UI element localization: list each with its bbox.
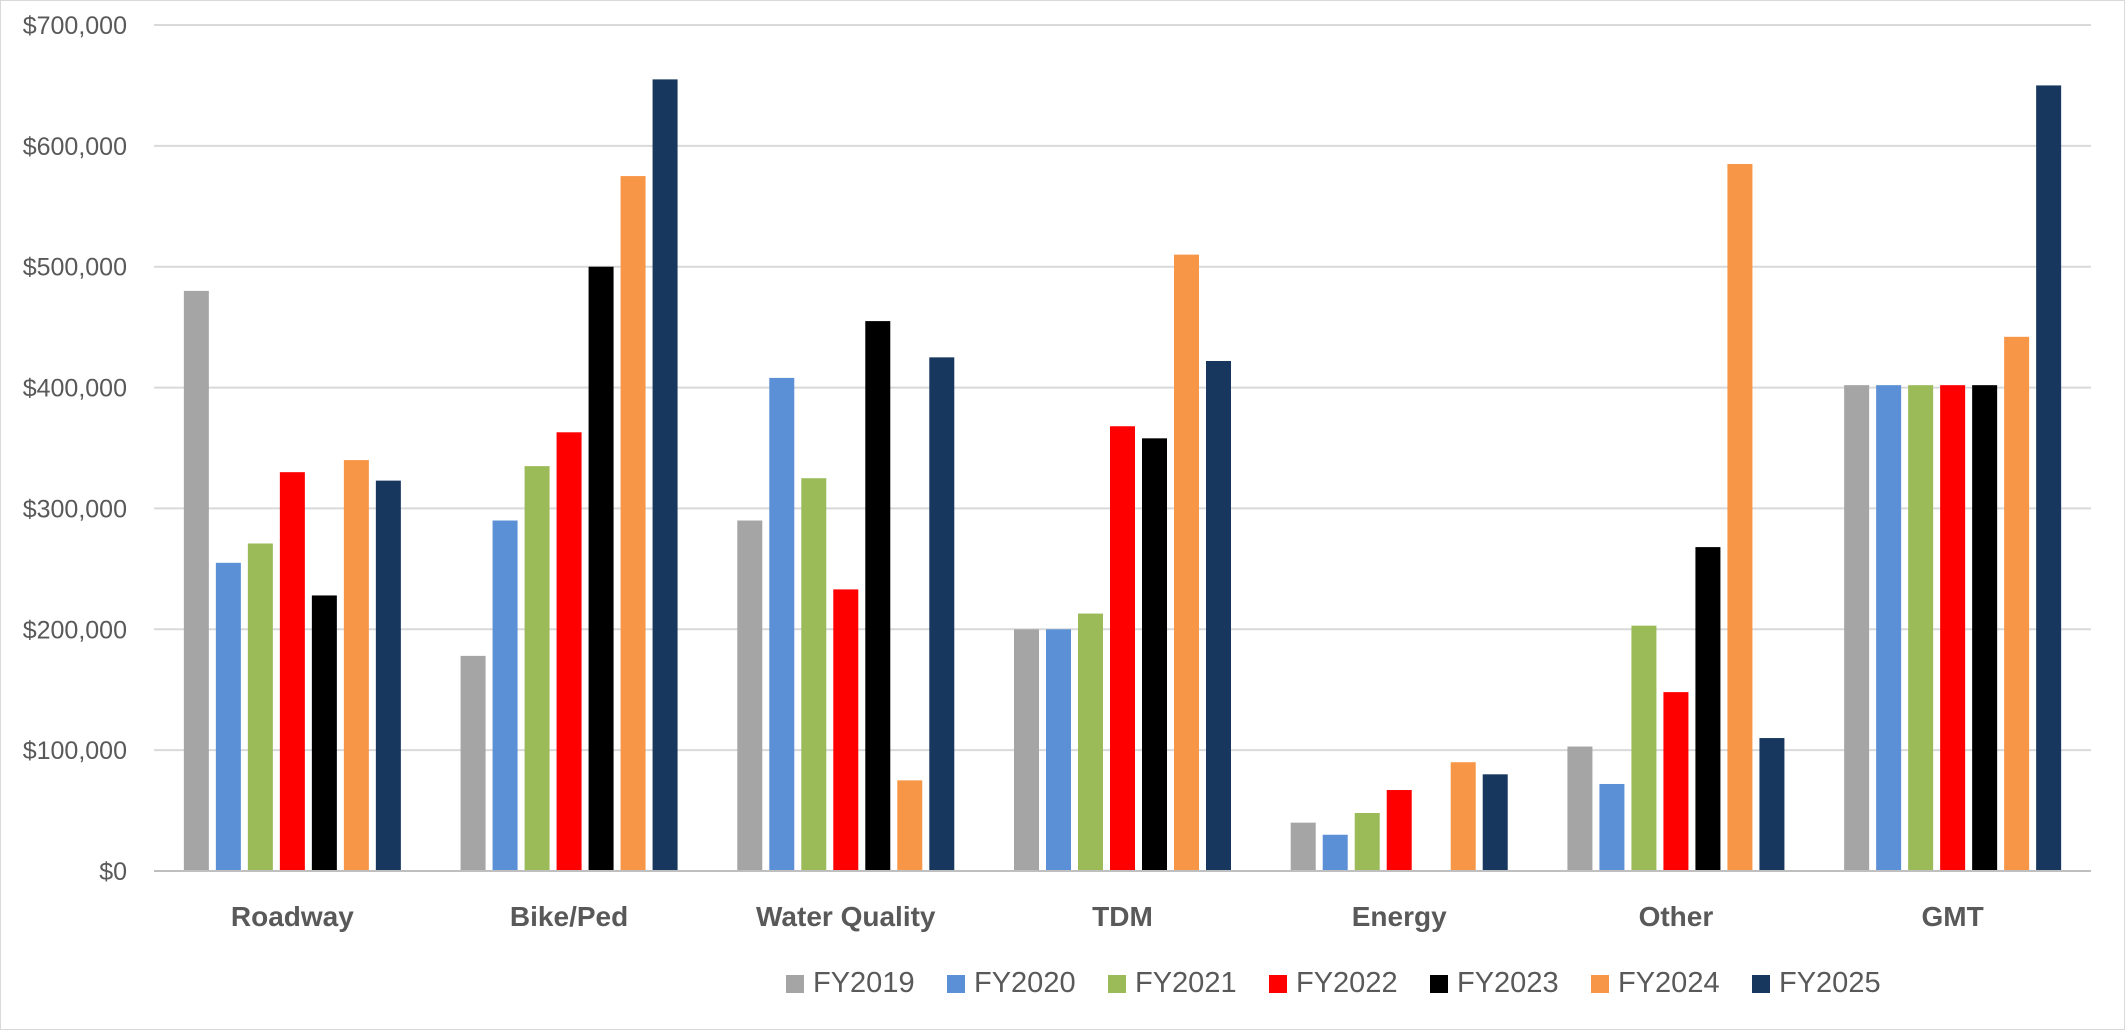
bar xyxy=(1599,783,1625,871)
x-tick-label: Roadway xyxy=(231,901,354,932)
bar xyxy=(1972,385,1998,871)
legend-label: FY2022 xyxy=(1296,967,1398,999)
legend-swatch xyxy=(1108,975,1126,993)
y-tick-label: $400,000 xyxy=(23,375,127,403)
bar xyxy=(1727,163,1753,871)
x-tick-label: TDM xyxy=(1092,901,1153,932)
legend-label: FY2020 xyxy=(974,967,1076,999)
legend-label: FY2025 xyxy=(1779,967,1881,999)
bar xyxy=(2004,336,2030,872)
bar xyxy=(1663,692,1689,871)
legend-label: FY2023 xyxy=(1457,967,1559,999)
bar xyxy=(1695,547,1721,871)
bar xyxy=(1386,790,1412,871)
bar xyxy=(1290,822,1316,871)
bar xyxy=(737,520,763,871)
bar xyxy=(1450,762,1476,871)
legend-label: FY2019 xyxy=(813,967,915,999)
legend-swatch xyxy=(1269,975,1287,993)
bar xyxy=(1354,812,1380,871)
bar xyxy=(215,562,241,871)
legend-item: FY2020 xyxy=(947,967,1076,999)
y-tick-label: $500,000 xyxy=(23,254,127,282)
bar xyxy=(1014,629,1039,871)
bar xyxy=(1631,625,1657,871)
bar xyxy=(1567,746,1593,871)
x-tick-label: Energy xyxy=(1352,901,1447,932)
x-tick-label: GMT xyxy=(1922,901,1984,932)
bar xyxy=(588,266,614,871)
legend-item: FY2023 xyxy=(1430,967,1559,999)
legend-swatch xyxy=(947,975,965,993)
legend-swatch xyxy=(786,975,804,993)
bar xyxy=(1876,385,1902,871)
bar xyxy=(1078,613,1103,871)
bar xyxy=(311,595,337,871)
bar xyxy=(1759,738,1785,871)
bar xyxy=(375,480,401,871)
bar xyxy=(524,466,550,871)
bar xyxy=(1046,629,1071,871)
legend-item: FY2022 xyxy=(1269,967,1398,999)
bar xyxy=(2036,85,2062,871)
bar xyxy=(183,290,209,871)
legend-item: FY2019 xyxy=(786,967,915,999)
y-tick-label: $200,000 xyxy=(23,616,127,644)
y-tick-label: $300,000 xyxy=(23,495,127,523)
bar xyxy=(343,460,369,871)
legend-swatch xyxy=(1430,975,1448,993)
bar xyxy=(1908,385,1934,871)
legend-swatch xyxy=(1591,975,1609,993)
legend-swatch xyxy=(1752,975,1770,993)
bar xyxy=(1482,774,1508,871)
legend: FY2019 FY2020 FY2021 FY2022 FY2023 FY2024 FY20… xyxy=(786,967,1881,999)
y-tick-label: $700,000 xyxy=(23,12,127,40)
bar xyxy=(1110,426,1135,871)
y-axis-ticks: $0 $100,000 $200,000 $300,000 $400,000 $500,0… xyxy=(23,12,127,886)
y-tick-label: $100,000 xyxy=(23,737,127,765)
x-axis: Roadway Bike/Ped Water Quality TDM Energy Oth… xyxy=(154,870,2091,932)
bar xyxy=(279,472,305,871)
legend-item: FY2025 xyxy=(1752,967,1881,999)
bar xyxy=(652,79,678,871)
bar xyxy=(1844,385,1870,871)
legend-item: FY2024 xyxy=(1591,967,1720,999)
y-tick-label: $600,000 xyxy=(23,133,127,161)
bar xyxy=(556,432,582,871)
bar xyxy=(801,478,827,871)
legend-item: FY2021 xyxy=(1108,967,1237,999)
x-tick-label: Water Quality xyxy=(756,901,936,932)
bar xyxy=(865,321,891,872)
bar xyxy=(833,589,859,871)
legend-label: FY2021 xyxy=(1135,967,1237,999)
bar xyxy=(769,377,795,871)
bar xyxy=(1174,254,1199,872)
legend-label: FY2024 xyxy=(1618,967,1720,999)
bar xyxy=(1322,834,1348,871)
bar xyxy=(1142,438,1167,871)
bar xyxy=(1206,360,1231,871)
y-tick-label: $0 xyxy=(99,858,127,886)
bar xyxy=(929,357,955,871)
x-tick-label: Bike/Ped xyxy=(510,901,628,932)
bars xyxy=(183,79,2062,872)
bar xyxy=(492,520,518,871)
bar xyxy=(620,176,646,872)
x-tick-label: Other xyxy=(1639,901,1714,932)
bar xyxy=(897,780,923,871)
bar xyxy=(247,543,273,871)
bar xyxy=(460,655,486,871)
bar xyxy=(1940,385,1966,871)
